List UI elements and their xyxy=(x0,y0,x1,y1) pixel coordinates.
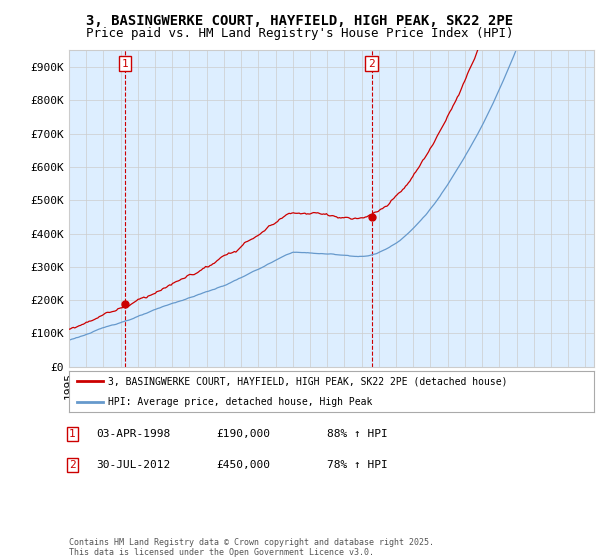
Text: 3, BASINGWERKE COURT, HAYFIELD, HIGH PEAK, SK22 2PE: 3, BASINGWERKE COURT, HAYFIELD, HIGH PEA… xyxy=(86,14,514,28)
Text: 3, BASINGWERKE COURT, HAYFIELD, HIGH PEAK, SK22 2PE (detached house): 3, BASINGWERKE COURT, HAYFIELD, HIGH PEA… xyxy=(109,376,508,386)
Text: 78% ↑ HPI: 78% ↑ HPI xyxy=(327,460,388,470)
Text: Contains HM Land Registry data © Crown copyright and database right 2025.
This d: Contains HM Land Registry data © Crown c… xyxy=(69,538,434,557)
Text: 1: 1 xyxy=(122,59,128,69)
Text: HPI: Average price, detached house, High Peak: HPI: Average price, detached house, High… xyxy=(109,396,373,407)
Text: 2: 2 xyxy=(368,59,375,69)
Text: 2: 2 xyxy=(69,460,76,470)
Text: £190,000: £190,000 xyxy=(216,429,270,439)
Text: 30-JUL-2012: 30-JUL-2012 xyxy=(96,460,170,470)
Text: Price paid vs. HM Land Registry's House Price Index (HPI): Price paid vs. HM Land Registry's House … xyxy=(86,27,514,40)
Text: 1: 1 xyxy=(69,429,76,439)
Text: 03-APR-1998: 03-APR-1998 xyxy=(96,429,170,439)
Text: £450,000: £450,000 xyxy=(216,460,270,470)
Text: 88% ↑ HPI: 88% ↑ HPI xyxy=(327,429,388,439)
